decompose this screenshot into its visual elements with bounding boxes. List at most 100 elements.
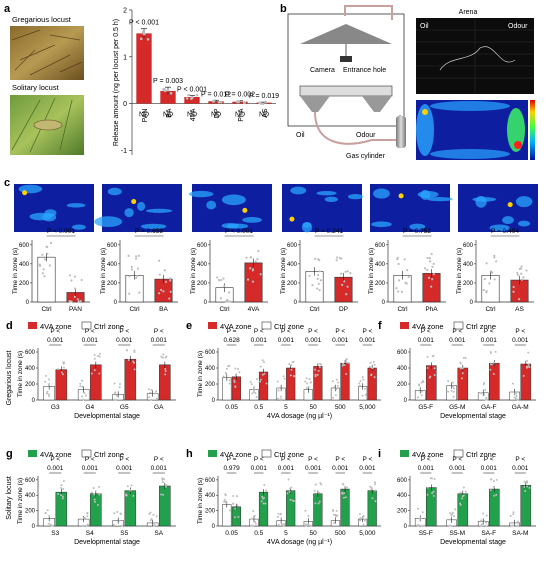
panel-c-heatspot — [221, 194, 246, 206]
chart-pvalue-bottom: 0.001 — [512, 465, 529, 472]
chart-xtick-label: SA-M — [512, 530, 528, 537]
chart-dot — [524, 490, 527, 493]
panel-c-ytick-label: 600 — [197, 243, 208, 249]
chart-dot — [374, 483, 377, 486]
chart-pvalue-top: P = — [227, 456, 237, 463]
chart-xtick-label: 500 — [335, 404, 346, 411]
panel-c-dot — [426, 256, 429, 260]
chart-xtick-label: G5-M — [449, 404, 465, 411]
panel-c-hotspot — [22, 190, 28, 196]
chart-dot — [125, 494, 128, 497]
chart-dot — [342, 362, 345, 365]
camera-icon — [340, 56, 352, 62]
chart-dot — [452, 395, 455, 398]
panel-c-dot — [48, 264, 52, 267]
chart-dot — [483, 520, 486, 523]
chart-dot — [150, 398, 153, 401]
chart-dot — [98, 485, 101, 488]
chart-pvalue-bottom: 0.001 — [251, 465, 268, 472]
panel-c-dot — [38, 263, 41, 266]
panel-c-heatspot — [502, 216, 514, 225]
chart-pvalue-bottom: 0.001 — [116, 465, 133, 472]
chart-dot — [98, 493, 101, 496]
chart-dot — [81, 395, 84, 398]
panel-c-dot — [41, 253, 44, 256]
chart-dot — [419, 517, 422, 520]
panel-c-pvalue: P = 0.404 — [491, 228, 519, 235]
chart-dot — [459, 362, 462, 365]
chart-dot — [238, 371, 241, 374]
chart-dot — [130, 484, 133, 487]
panel-c-dot — [251, 269, 254, 272]
chart-dot — [331, 396, 334, 399]
chart-xtick-label: G5-F — [418, 404, 433, 411]
panel-c-dot — [228, 291, 231, 294]
chart-dot — [150, 388, 153, 391]
chart-dot — [160, 493, 163, 496]
chart-xtick-label: S5-M — [449, 530, 465, 537]
chart-dot — [83, 391, 86, 394]
chart-dot — [515, 395, 518, 398]
oil-funnel — [300, 96, 330, 112]
chart-ytick-label: 600 — [25, 478, 36, 484]
chart-dot — [114, 398, 117, 401]
legend-swatch-ctrl — [261, 449, 272, 458]
panel-c-pvalue: P < 0.001 — [225, 228, 253, 235]
chart-dot — [452, 515, 455, 518]
chart-dot — [81, 524, 84, 527]
chart-dot — [426, 486, 429, 489]
panel-c-dot — [397, 279, 401, 282]
panel-c-ytick-label: 200 — [19, 281, 30, 287]
panel-b: b Camera Entrance hole Oil Odour Gas cyl… — [280, 3, 535, 160]
panel-c-xtick-label: PAN — [69, 306, 82, 313]
chart-dot — [147, 396, 150, 399]
panel-c-dot — [349, 272, 352, 275]
chart-dot — [276, 397, 279, 400]
chart-dot — [60, 484, 63, 487]
panel-a-xtick-label: AS — [262, 108, 269, 118]
panel-c-ytick-label: 200 — [287, 281, 298, 287]
legend-swatch-ctrl — [81, 449, 92, 458]
chart-dot — [334, 394, 337, 397]
panel-label-c: c — [4, 177, 10, 189]
chart-dot — [363, 387, 366, 390]
chart-ytick-label: 0 — [212, 398, 216, 404]
legend-swatch-treatment — [28, 450, 37, 457]
chart-dot — [359, 519, 362, 522]
chart-dot — [358, 512, 361, 515]
panel-c-ytick-label: 600 — [375, 243, 386, 249]
panel-c-xtick-label: AS — [515, 306, 524, 313]
chart-dot — [490, 363, 493, 366]
chart-dot — [93, 498, 96, 501]
panel-c-ytick-label: 400 — [107, 262, 118, 268]
chart-dot — [62, 479, 65, 482]
chart-dot — [120, 512, 123, 515]
chart-dot — [83, 516, 86, 519]
panel-c-heatspot — [140, 223, 167, 230]
chart-xtick-label: SA — [154, 530, 163, 537]
chart-dot — [265, 382, 268, 385]
chart-dot — [512, 524, 515, 527]
chart-dot — [255, 377, 258, 380]
legend-label-ctrl: Ctrl zone — [274, 450, 304, 459]
chart-pvalue-top: P < — [119, 328, 129, 335]
photo-label-solitary: Solitary locust — [12, 83, 60, 92]
arena-grid — [416, 18, 534, 94]
chart-dot — [260, 500, 263, 503]
panel-c-xtick-label: Ctrl — [41, 306, 52, 313]
chart-dot — [420, 394, 423, 397]
panel-a-bar — [208, 101, 224, 104]
chart-dot — [90, 491, 93, 494]
chart-dot — [416, 396, 419, 399]
panel-c-dot — [520, 278, 524, 281]
chart-ytick-label: 600 — [205, 350, 216, 356]
chart-pvalue-top: P < — [515, 456, 525, 463]
panel-c-dot — [128, 292, 131, 295]
panel-c-hotspot — [507, 202, 513, 208]
chart-dot — [126, 349, 129, 352]
panel-c-dot — [488, 282, 491, 285]
panel-c-ytick-label: 400 — [197, 262, 208, 268]
panel-c-heatspot — [107, 187, 122, 196]
panel-a-dot — [141, 30, 145, 34]
chart-dot — [162, 493, 165, 496]
